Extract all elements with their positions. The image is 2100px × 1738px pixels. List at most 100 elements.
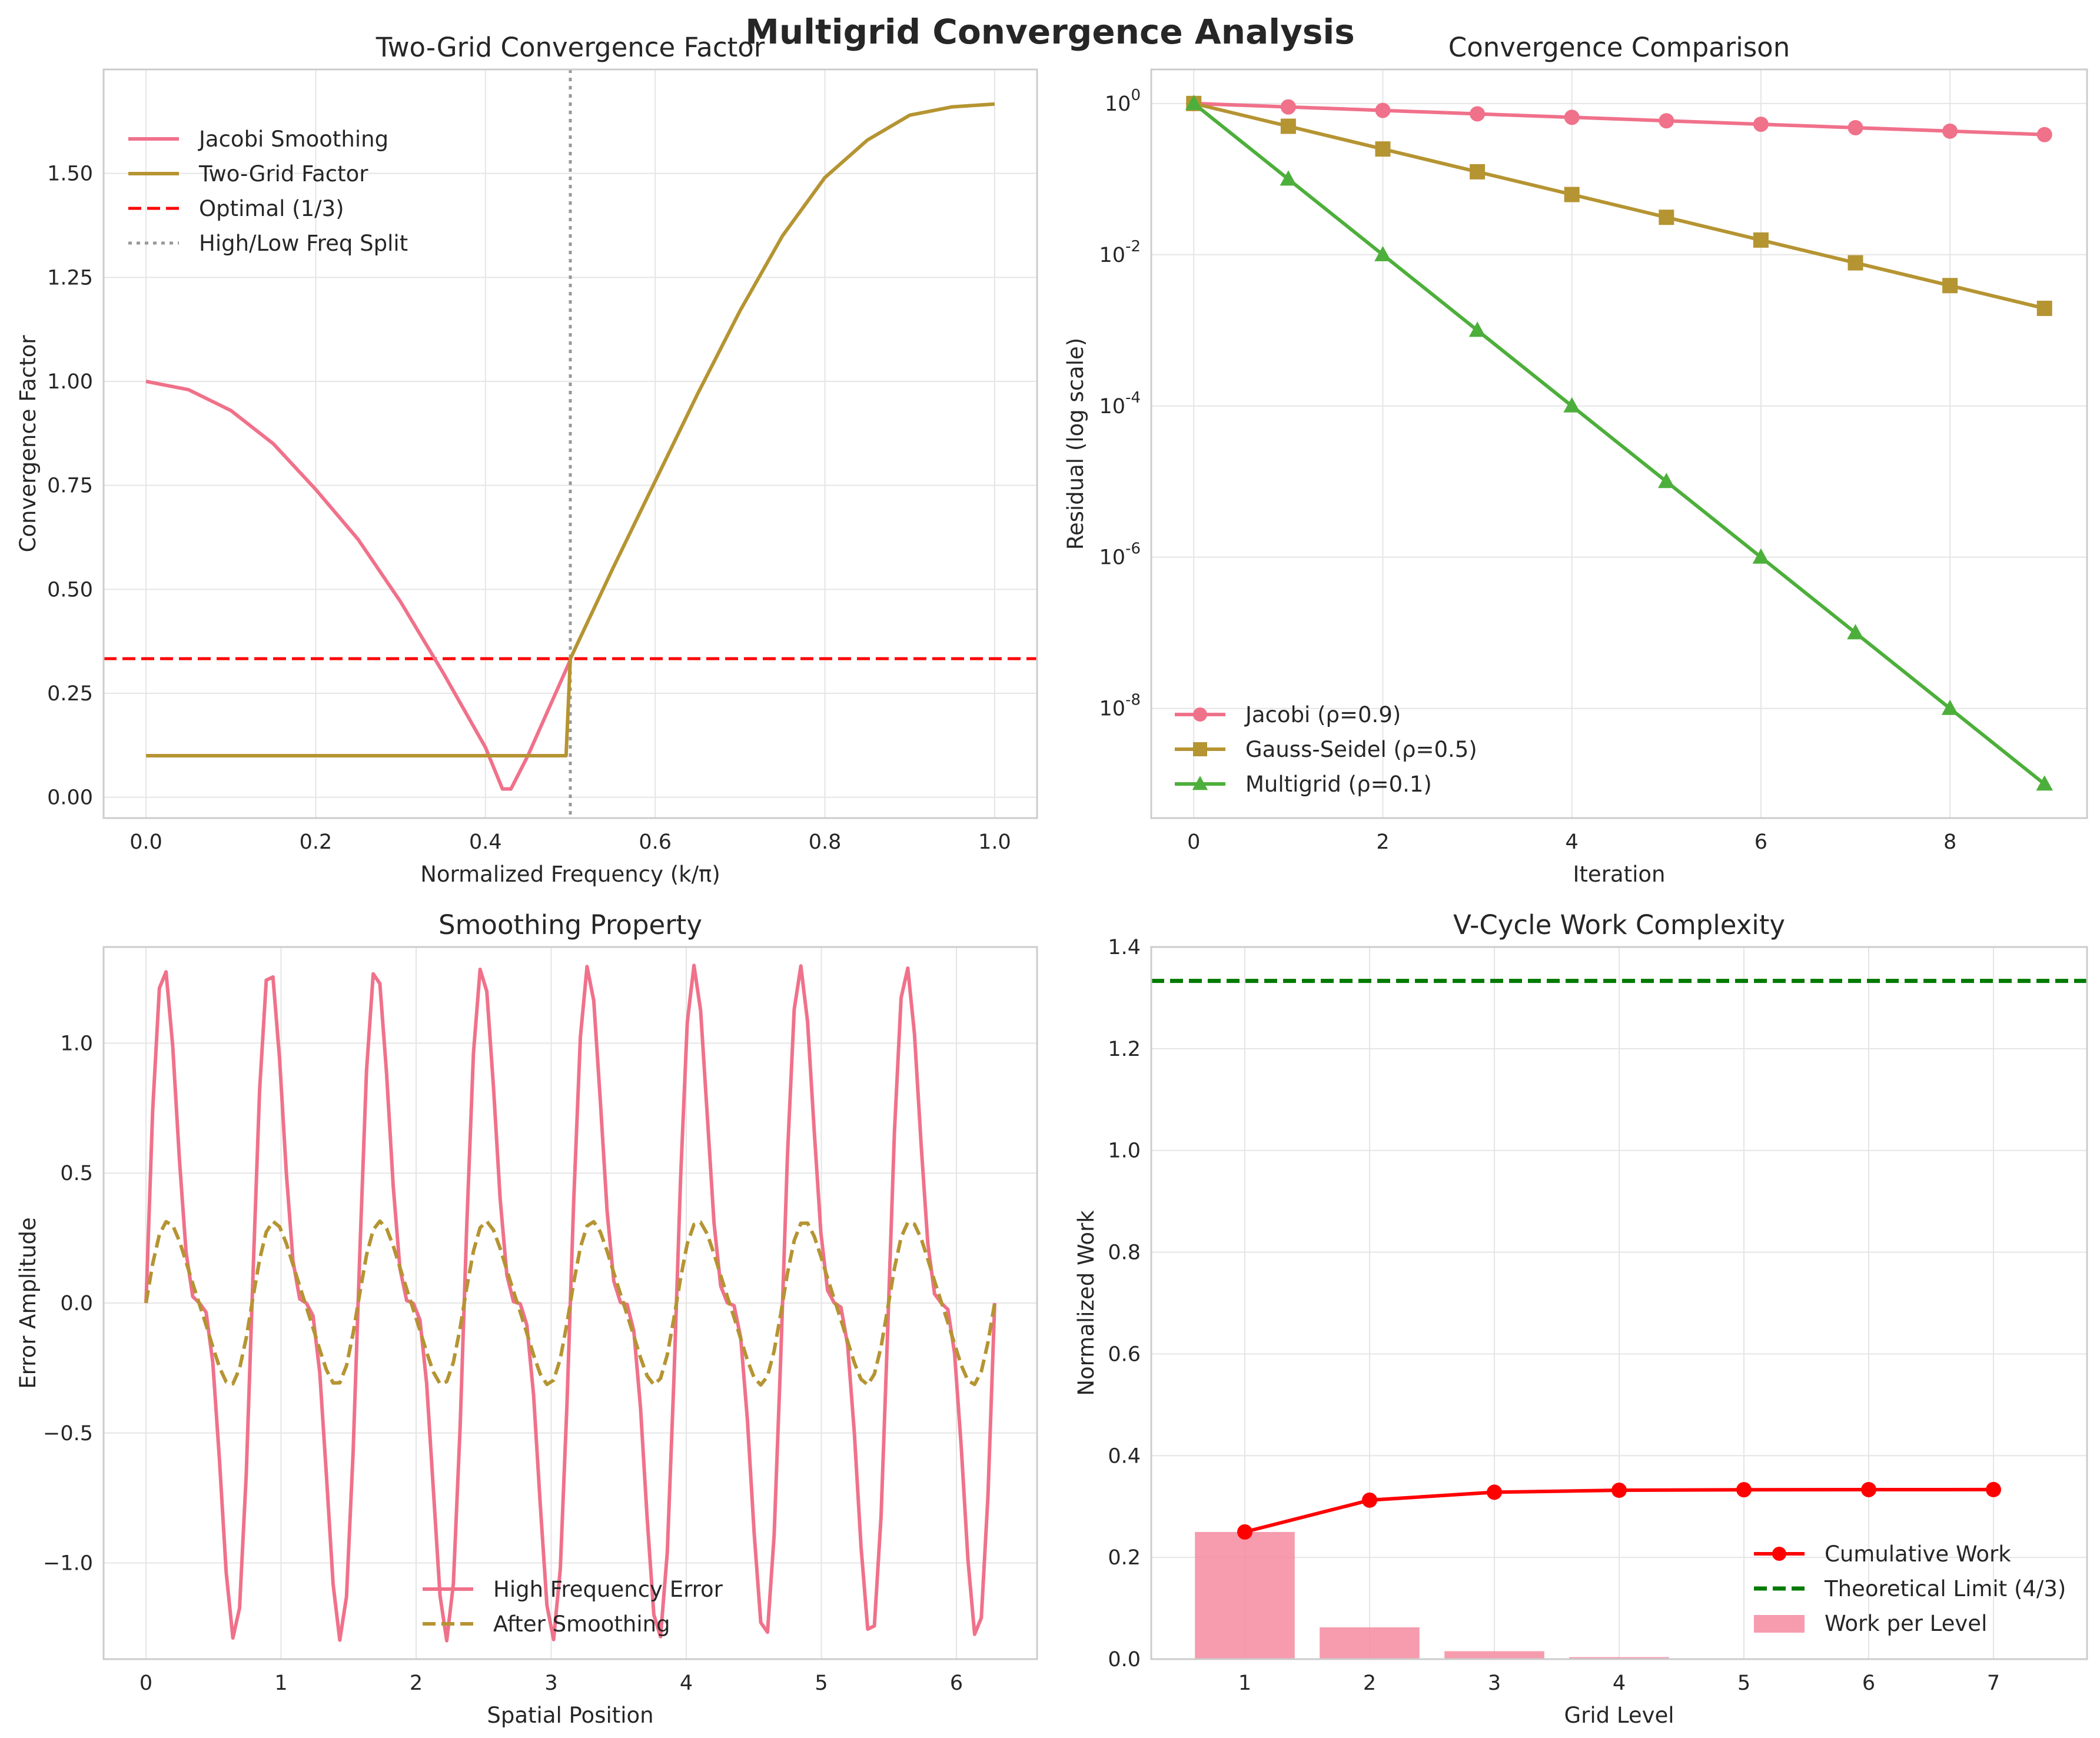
y-tick-label: 10-6 (1099, 540, 1141, 570)
data-point (1736, 1482, 1752, 1498)
legend-marker (1193, 742, 1207, 756)
data-point (1468, 321, 1486, 337)
data-point (1564, 109, 1580, 125)
x-tick-label: 2 (410, 1671, 423, 1695)
y-tick-label: 0.0 (60, 1292, 93, 1315)
data-point (1848, 255, 1863, 271)
x-tick-label: 0.0 (129, 830, 162, 854)
legend-label: High Frequency Error (493, 1577, 723, 1602)
series-line (144, 1219, 996, 1387)
data-point (1753, 232, 1769, 248)
data-point (2036, 127, 2052, 142)
data-point (1942, 123, 1958, 139)
legend: Jacobi (ρ=0.9) Gauss-Seidel (ρ=0.5) Multig… (1175, 702, 1477, 797)
y-axis-label: Normalized Work (1074, 1210, 1099, 1396)
data-point (1280, 118, 1296, 134)
y-tick-label: −0.5 (43, 1422, 93, 1445)
x-tick-label: 6 (1862, 1671, 1875, 1695)
x-tick-label: 5 (1737, 1671, 1750, 1695)
y-tick-label: 1.2 (1108, 1038, 1141, 1061)
legend-label: After Smoothing (493, 1611, 670, 1637)
y-tick-label: 1.0 (60, 1032, 93, 1055)
bar (1320, 1627, 1420, 1659)
data-point (1659, 210, 1674, 225)
chart-title: V-Cycle Work Complexity (1453, 909, 1785, 941)
legend-label: Work per Level (1825, 1611, 1987, 1636)
legend: Jacobi Smoothing Two-Grid Factor Optimal (… (128, 127, 408, 256)
figure-title: Multigrid Convergence Analysis (745, 12, 1355, 52)
y-tick-label: 0.25 (47, 682, 93, 706)
data-point (1563, 397, 1580, 413)
data-point (1564, 187, 1580, 202)
data-point (1470, 164, 1486, 180)
x-tick-label: 4 (1566, 830, 1579, 854)
x-tick-label: 1 (274, 1671, 287, 1695)
plot-area (1185, 94, 2054, 791)
bar (1444, 1651, 1544, 1659)
legend: Cumulative Work Theoretical Limit (4/3) Wo… (1754, 1541, 2066, 1636)
legend-label: Cumulative Work (1825, 1541, 2011, 1567)
y-tick-label: 10-8 (1099, 692, 1141, 721)
data-point (1848, 119, 1863, 135)
legend-label: Two-Grid Factor (198, 161, 368, 187)
x-tick-label: 0.4 (469, 830, 502, 854)
x-tick-label: 3 (544, 1671, 557, 1695)
x-axis-label: Grid Level (1564, 1703, 1674, 1728)
x-tick-label: 7 (1987, 1671, 2000, 1695)
chart-title: Smoothing Property (438, 909, 702, 941)
x-tick-label: 3 (1488, 1671, 1501, 1695)
axes-frame (1150, 68, 2088, 819)
data-point (1847, 624, 1864, 640)
y-tick-label: 1.0 (1108, 1139, 1141, 1163)
y-axis-label: Residual (log scale) (1063, 338, 1088, 550)
x-tick-label: 1.0 (978, 830, 1011, 854)
data-point (1986, 1481, 2001, 1497)
legend-marker (1772, 1547, 1786, 1561)
x-tick-label: 4 (1613, 1671, 1626, 1695)
data-point (1659, 113, 1674, 129)
bar (1569, 1657, 1669, 1659)
plot-area (104, 69, 1037, 818)
data-point (1470, 106, 1486, 122)
y-tick-label: 100 (1105, 87, 1141, 116)
x-tick-label: 0.6 (639, 830, 672, 854)
legend-marker (1192, 776, 1208, 790)
y-axis-label: Convergence Factor (15, 335, 41, 553)
x-tick-label: 2 (1363, 1671, 1376, 1695)
data-point (1374, 245, 1391, 261)
data-point (1487, 1484, 1502, 1500)
chart-panel-two-grid: 0.0 0.2 0.4 0.6 0.8 1.0 0.00 0.25 0.50 0.75 1.00 1.… (15, 32, 1038, 887)
x-tick-label: 2 (1376, 830, 1389, 854)
x-axis-label: Spatial Position (487, 1703, 653, 1728)
chart-panel-vcycle-work: 1 2 3 4 5 6 7 0.0 0.2 0.4 0.6 0.8 1.0 1.2 1.4 V-Cycle W… (1074, 909, 2088, 1728)
axes-frame (102, 68, 1038, 819)
series-line (1192, 102, 2046, 786)
x-axis-label: Normalized Frequency (k/π) (420, 862, 720, 887)
x-tick-label: 5 (815, 1671, 828, 1695)
data-point (1611, 1483, 1627, 1498)
x-tick-label: 1 (1238, 1671, 1251, 1695)
series-line (144, 963, 996, 1643)
legend-label: Jacobi Smoothing (198, 127, 388, 152)
plot-area (144, 963, 996, 1643)
data-point (1375, 102, 1391, 118)
y-tick-label: 0.75 (47, 474, 93, 498)
grid-lines (104, 69, 1037, 818)
y-tick-label: 10-4 (1099, 389, 1141, 418)
y-tick-label: 0.00 (47, 786, 93, 810)
x-tick-label: 0.8 (809, 830, 842, 854)
grid-lines (104, 947, 1037, 1659)
chart-title: Two-Grid Convergence Factor (376, 32, 765, 63)
bar (1195, 1531, 1295, 1659)
x-tick-label: 6 (1755, 830, 1767, 854)
legend-marker (1193, 707, 1207, 722)
y-tick-label: 0.50 (47, 578, 93, 602)
y-tick-label: 0.0 (1108, 1648, 1141, 1671)
data-point (2036, 300, 2052, 316)
series-line (145, 380, 572, 791)
legend-label: Multigrid (ρ=0.1) (1245, 772, 1432, 797)
data-point (1941, 699, 1959, 715)
x-tick-label: 4 (680, 1671, 693, 1695)
series-line (146, 102, 995, 757)
plot-area (1151, 979, 2087, 1659)
